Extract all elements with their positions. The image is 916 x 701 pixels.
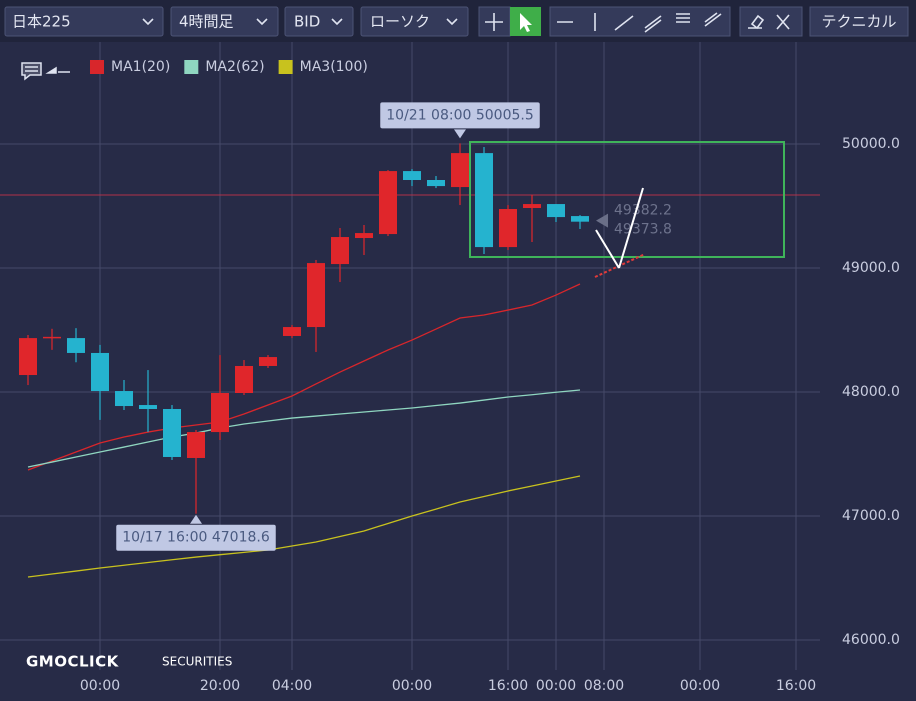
candle-body [43,336,61,339]
candle-body [211,393,229,433]
callout-bg [380,102,540,129]
candle-body [571,216,589,222]
x-tick-label: 16:00 [776,678,816,694]
callout-text: 10/17 16:00 47018.6 [122,530,270,546]
price-type-select[interactable] [284,6,354,37]
y-tick-label: 50000.0 [842,136,900,152]
x-tick-label: 20:00 [200,678,240,694]
drawing-icons [557,12,722,33]
technical-text: テクニカル [821,13,896,31]
drawn-box [469,141,785,258]
candle-body [115,391,133,407]
ma-line [27,283,581,471]
logo: GMOCLICK [26,653,120,671]
legend-swatch [278,60,293,74]
candle-body [427,179,445,187]
ma-line [27,475,581,578]
candle-body [355,233,373,239]
chart-style-select[interactable] [360,6,469,37]
legend-label: MA3(100) [300,59,368,75]
candle-body [235,365,253,394]
erase-icons [748,14,790,30]
dropdown-icon [331,18,343,26]
candle-body [523,204,541,209]
callout-text: 10/21 08:00 50005.5 [386,107,534,123]
candle-body [67,338,85,353]
candle-body [187,432,205,458]
candle-body [547,204,565,218]
symbol-select[interactable] [4,6,164,37]
dropdown-icon [446,18,458,26]
drawing-tools[interactable] [549,6,731,37]
plot: 46000.0 47000.0 48000.0 49000.0 50000.0 00:00… [0,42,900,694]
candle-body [283,327,301,336]
callout-bg [116,524,276,551]
x-tick-label: 00:00 [392,678,432,694]
legend-swatch [90,60,104,74]
candle-body [91,352,109,392]
comment-icon[interactable] [21,62,42,81]
legend-label: MA1(20) [111,59,170,75]
pointer-icon [520,13,532,32]
technical-button[interactable] [809,6,909,37]
legend-label: MA2(62) [205,59,264,75]
x-tick-label: 08:00 [584,678,624,694]
timeframe-text: 4時間足 [179,13,234,31]
signal-icon[interactable] [45,66,70,74]
price-callout: 10/21 08:00 50005.5 [380,102,540,139]
callout-pointer [454,129,466,139]
candle-body [139,405,157,410]
legend-swatch [184,60,199,74]
callout-pointer [190,514,202,524]
x-tick-label: 00:00 [680,678,720,694]
candle-body [19,338,37,376]
x-tick-label: 00:00 [536,678,576,694]
y-tick-label: 49000.0 [842,260,900,276]
hand-arrow [595,187,644,269]
price-marker-arrow [596,213,608,228]
x-tick-label: 04:00 [272,678,312,694]
y-tick-label: 46000.0 [842,632,900,648]
y-tick-label: 48000.0 [842,384,900,400]
candle-body [379,171,397,235]
x-tick-label: 00:00 [80,678,120,694]
y-tick-label: 47000.0 [842,508,900,524]
candle-body [451,153,469,188]
chart-style-text: ローソク [370,13,430,31]
candle-body [307,263,325,328]
logo-sub: SECURITIES [162,655,232,669]
symbol-text: 日本225 [12,13,71,31]
candle-body [259,357,277,366]
price-marker: 49373.8 [614,222,672,238]
price-type-text: BID [294,13,320,31]
candle-body [331,237,349,265]
timeframe-select[interactable] [170,6,279,37]
candle-body [499,209,517,248]
candle-body [475,153,493,248]
dropdown-icon [256,18,268,26]
crosshair-icon [485,13,503,31]
candle-body [403,171,421,180]
price-callout: 10/17 16:00 47018.6 [116,514,276,551]
price-marker: 49382.2 [614,203,672,219]
dropdown-icon [142,18,154,26]
candle-body [163,409,181,457]
erase-tools[interactable] [739,6,803,37]
ma-line [27,389,581,468]
x-tick-label: 16:00 [488,678,528,694]
toolbar: 日本225 4時間足 BID ローソク テクニカル [4,6,909,37]
